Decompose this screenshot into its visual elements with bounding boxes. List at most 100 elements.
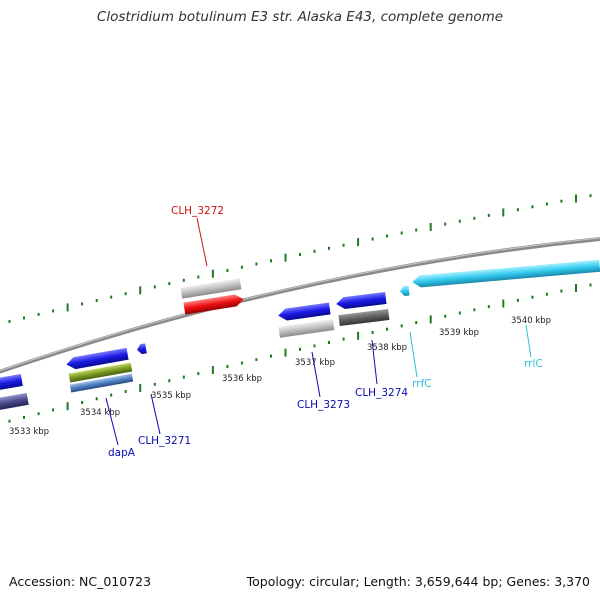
upper-track-tick — [226, 269, 229, 272]
genome-title: Clostridium botulinum E3 str. Alaska E43… — [96, 9, 504, 25]
lower-track-tick — [545, 292, 548, 296]
lower-track-tick — [342, 337, 345, 341]
upper-track-tick — [299, 253, 301, 256]
lower-track-tick — [95, 397, 98, 401]
gene-clh-3272-gray-bar[interactable] — [180, 278, 242, 299]
upper-track-tick — [81, 302, 84, 306]
gene-clh-3271[interactable] — [136, 343, 147, 355]
upper-track-tick — [197, 275, 200, 279]
lower-track-tick — [226, 365, 229, 368]
lower-track-tick — [357, 331, 360, 340]
upper-tick-track — [8, 194, 592, 323]
upper-track-tick — [182, 278, 185, 282]
lower-track-tick — [8, 419, 11, 423]
lower-track-tick — [444, 314, 447, 318]
upper-track-tick — [531, 205, 534, 209]
upper-track-tick — [429, 223, 432, 231]
genome-summary-text: Topology: circular; Length: 3,659,644 bp… — [246, 574, 590, 589]
upper-track-tick — [95, 299, 98, 302]
upper-track-tick — [124, 292, 127, 296]
upper-track-tick — [575, 194, 577, 203]
upper-track-tick — [589, 194, 592, 198]
upper-track-tick — [487, 213, 490, 217]
lower-track-tick — [211, 366, 214, 374]
kbp-label-3534: 3534 kbp — [80, 408, 120, 418]
upper-track-tick — [110, 295, 113, 299]
kbp-label-3538: 3538 kbp — [367, 343, 407, 353]
lower-track-tick — [371, 331, 374, 334]
gene-label-rrfc[interactable]: rrfC — [412, 378, 431, 390]
upper-track-tick — [328, 246, 330, 250]
lower-track-tick — [560, 289, 563, 293]
lower-track-tick — [487, 305, 490, 309]
lower-track-tick — [429, 315, 432, 324]
lower-track-tick — [516, 298, 519, 302]
lower-track-tick — [23, 415, 25, 419]
gene-dapa-olive-bar[interactable] — [68, 362, 133, 383]
upper-track-tick — [342, 243, 345, 247]
lower-track-tick — [458, 311, 461, 315]
label-leaders — [105, 217, 532, 446]
gene-rrfc[interactable] — [399, 285, 410, 297]
lower-track-tick — [197, 372, 200, 376]
lower-track-tick — [415, 321, 418, 325]
gene-rrlc[interactable] — [412, 259, 600, 288]
kbp-label-3540: 3540 kbp — [511, 316, 551, 326]
lower-track-tick — [313, 344, 316, 348]
upper-track-tick — [139, 286, 142, 295]
gene-clh-3274[interactable] — [335, 291, 387, 310]
lower-track-tick — [400, 324, 403, 328]
upper-track-tick — [270, 259, 272, 263]
upper-track-tick — [37, 312, 40, 316]
lower-track-tick — [299, 347, 301, 351]
gene-label-dapa[interactable]: dapA — [108, 447, 136, 459]
upper-track-tick — [386, 234, 389, 238]
lower-track-tick — [386, 327, 389, 331]
gene-left-edge-slate[interactable] — [0, 392, 29, 412]
upper-track-tick — [211, 269, 214, 278]
lower-track-tick — [66, 402, 69, 411]
lower-track-tick — [168, 379, 171, 383]
upper-track-tick — [502, 208, 505, 217]
upper-track-tick — [284, 253, 287, 262]
gene-clh-3272[interactable] — [183, 293, 244, 315]
lower-track-tick — [52, 408, 55, 412]
gene-label-clh-3271[interactable]: CLH_3271 — [138, 435, 191, 447]
gene-left-edge-blue[interactable] — [0, 374, 23, 392]
upper-track-tick — [8, 319, 11, 323]
kbp-label-3537: 3537 kbp — [295, 358, 335, 368]
lower-track-tick — [575, 284, 577, 292]
gene-label-rrlc[interactable]: rrlC — [524, 358, 543, 370]
upper-track-tick — [473, 216, 476, 220]
gene-label-clh-3272[interactable]: CLH_3272 — [171, 205, 224, 217]
lower-track-tick — [81, 401, 84, 404]
upper-track-tick — [357, 238, 360, 247]
upper-track-tick — [153, 285, 156, 289]
upper-track-tick — [255, 262, 258, 266]
gene-clh-3274-dark-bar[interactable] — [338, 308, 390, 327]
gene-dapa-steel-bar[interactable] — [69, 373, 134, 393]
upper-track-tick — [458, 219, 461, 223]
lower-track-tick — [531, 295, 534, 299]
upper-track-tick — [240, 265, 243, 269]
lower-track-tick — [255, 358, 258, 362]
lower-track-tick — [37, 412, 40, 416]
gene-clh-3273-gray-bar[interactable] — [278, 319, 335, 338]
gene-label-clh-3273[interactable]: CLH_3273 — [297, 399, 350, 411]
upper-track-tick — [52, 309, 55, 313]
lower-track-tick — [139, 383, 142, 392]
accession-text: Accession: NC_010723 — [9, 574, 152, 589]
upper-track-tick — [66, 303, 69, 312]
upper-track-tick — [444, 222, 447, 226]
upper-track-tick — [400, 231, 403, 235]
lower-track-tick — [502, 299, 505, 308]
kbp-label-3535: 3535 kbp — [151, 391, 191, 401]
gene-dapa[interactable] — [65, 347, 129, 371]
upper-track-tick — [560, 199, 563, 203]
lower-tick-track — [8, 283, 592, 423]
lower-track-tick — [328, 341, 330, 344]
gene-label-clh-3274[interactable]: CLH_3274 — [355, 387, 408, 399]
gene-clh-3273[interactable] — [277, 302, 331, 321]
lower-track-tick — [270, 354, 272, 358]
